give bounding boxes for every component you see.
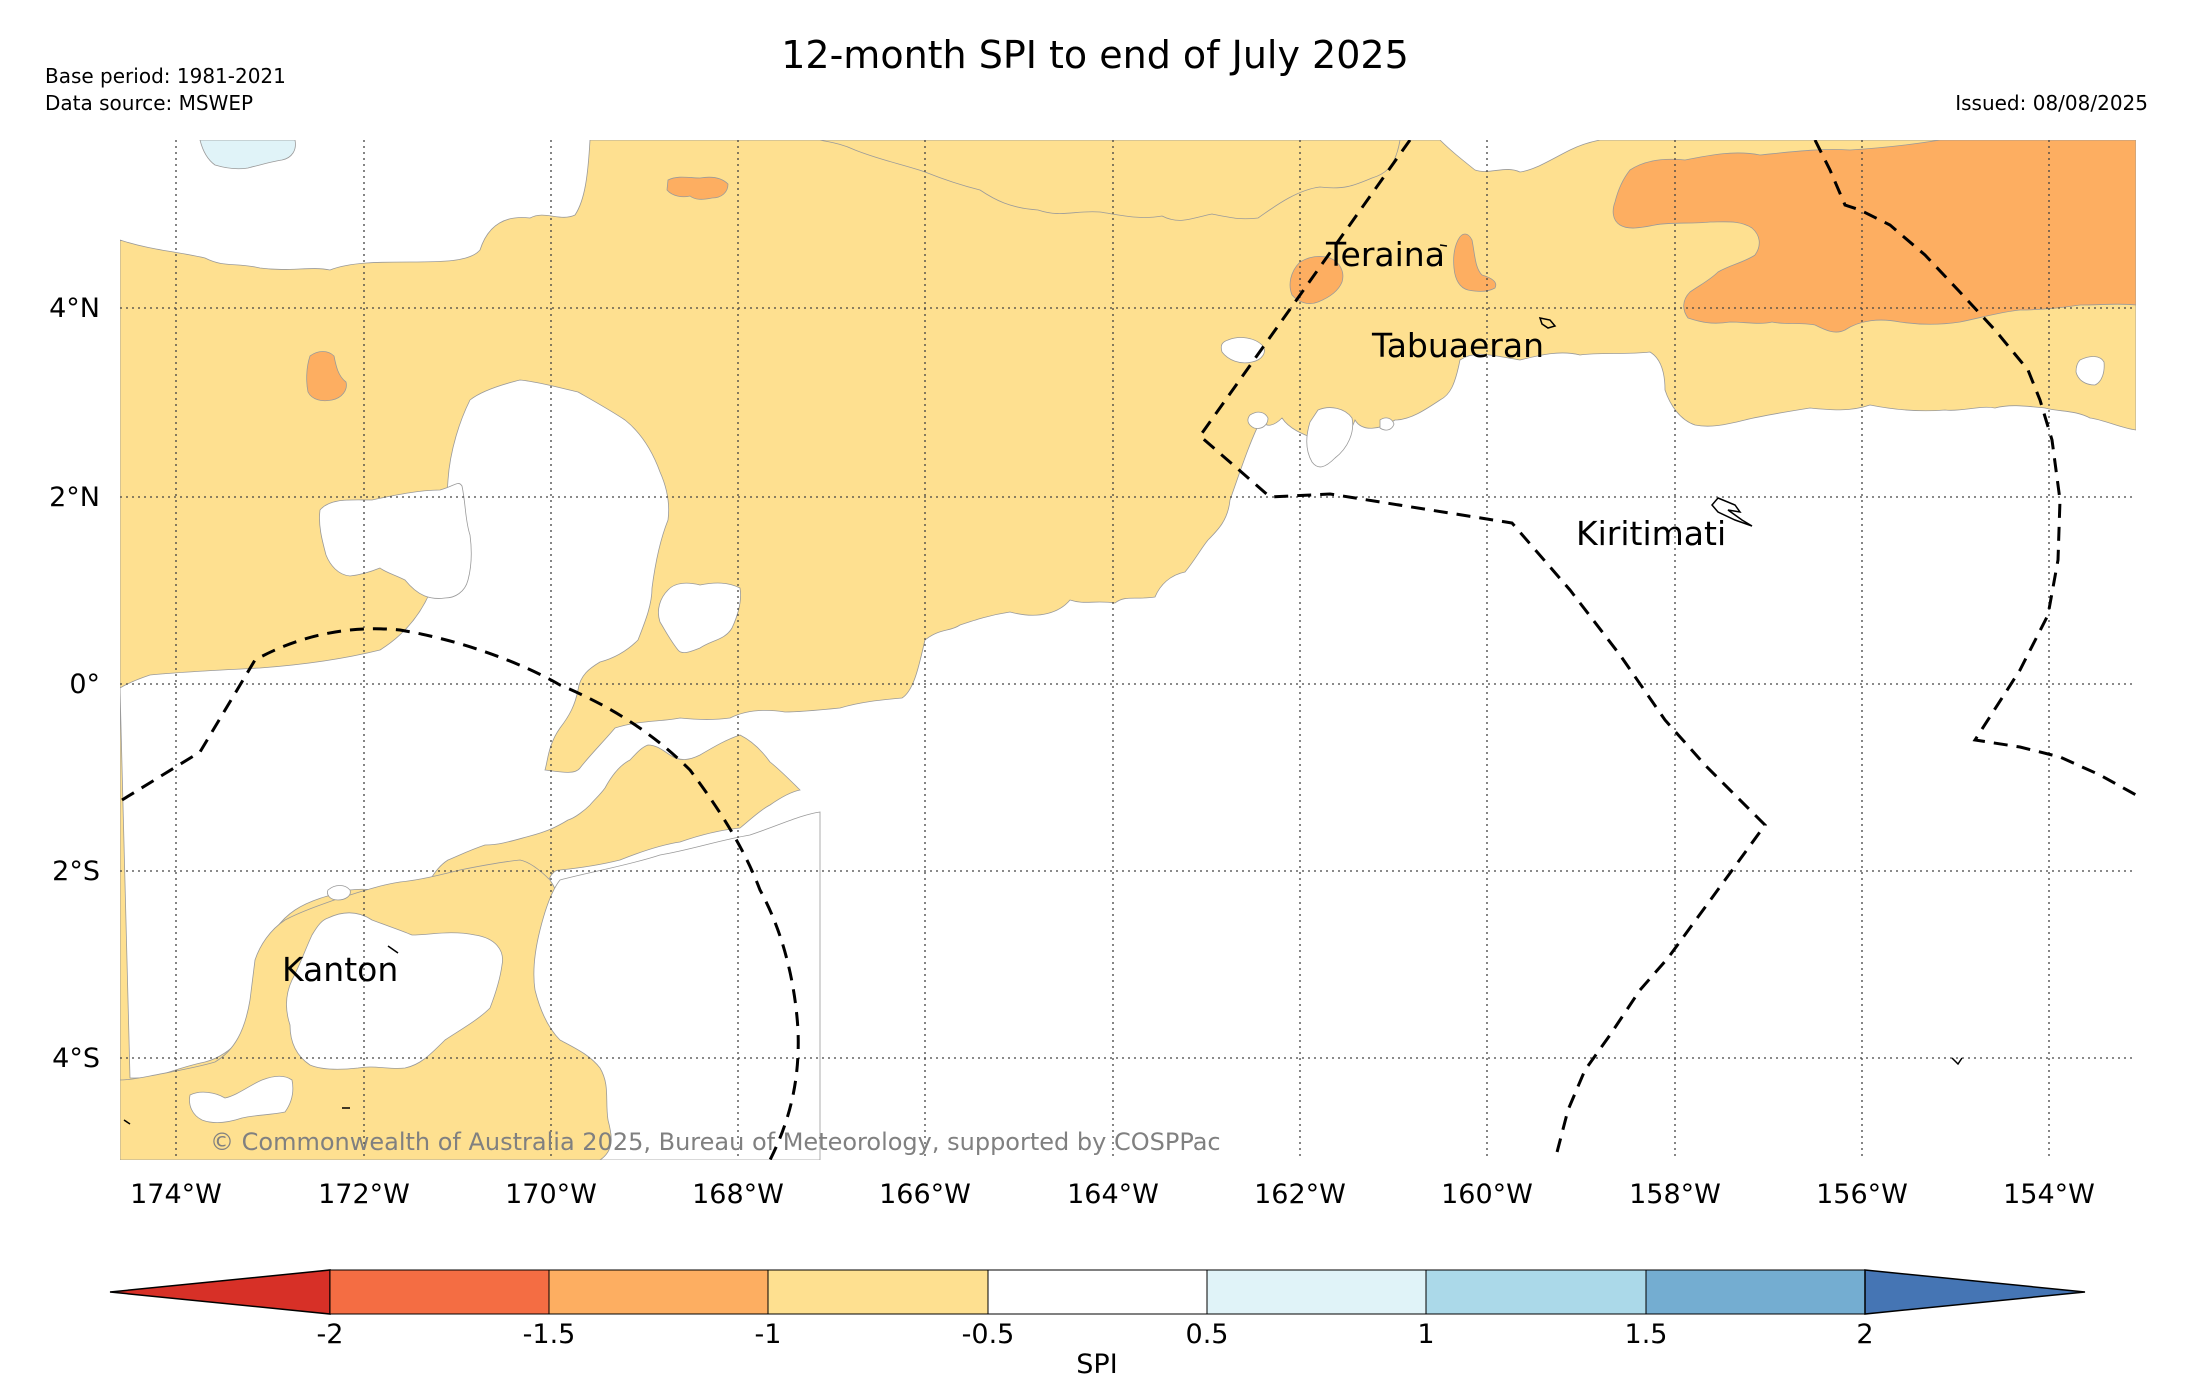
colorbar-tick-label: -2 bbox=[317, 1319, 344, 1350]
colorbar-segment bbox=[1206, 1269, 1427, 1315]
colorbar-segment bbox=[1645, 1269, 1866, 1315]
lon-tick-label: 162°W bbox=[1254, 1179, 1346, 1210]
lat-tick-label: 0° bbox=[69, 669, 100, 700]
lon-tick-label: 172°W bbox=[318, 1179, 410, 1210]
eez-boundary-line-east bbox=[1813, 140, 2136, 797]
normal-hole-kanton bbox=[286, 912, 503, 1070]
normal-hole-central bbox=[658, 582, 741, 654]
spi-severely-dry-patch-north-central bbox=[666, 176, 729, 200]
colorbar-tick-label: 2 bbox=[1856, 1319, 1873, 1350]
islands bbox=[123, 244, 1963, 1125]
eez-boundaries bbox=[121, 140, 2136, 1160]
lat-tick-label: 2°S bbox=[52, 856, 100, 887]
tabuaeran-island-outline bbox=[1538, 317, 1557, 329]
colorbar-extend-high bbox=[1864, 1269, 2086, 1315]
kiritimati-island-outline bbox=[1711, 497, 1753, 527]
normal-hole-small-1 bbox=[327, 885, 351, 901]
colorbar-segment bbox=[767, 1269, 989, 1315]
place-label-kiritimati: Kiritimati bbox=[1576, 514, 1726, 553]
teraina-island-outline bbox=[1439, 244, 1448, 247]
base-period-note: Base period: 1981-2021 bbox=[45, 64, 286, 88]
island-southeast bbox=[1951, 1057, 1963, 1066]
normal-hole-south-small bbox=[189, 1075, 294, 1124]
place-label-teraina: Teraina bbox=[1325, 235, 1445, 274]
lon-tick-label: 154°W bbox=[2003, 1179, 2095, 1210]
graticule bbox=[120, 140, 2136, 1160]
colorbar-tick-label: 1 bbox=[1417, 1319, 1434, 1350]
normal-hole-east-notches bbox=[1220, 337, 2105, 468]
eez-boundary-line-north-west bbox=[1197, 140, 1767, 1160]
colorbar-tick-label: -1.5 bbox=[523, 1319, 576, 1350]
colorbar-segment bbox=[1425, 1269, 1647, 1315]
colorbar-extend-low bbox=[109, 1269, 331, 1315]
data-source-note: Data source: MSWEP bbox=[45, 91, 253, 115]
colorbar-label: SPI bbox=[1076, 1349, 1117, 1380]
latitude-tick-labels: 4°N 2°N 0° 2°S 4°S bbox=[49, 293, 100, 1074]
lon-tick-label: 158°W bbox=[1629, 1179, 1721, 1210]
place-label-kanton: Kanton bbox=[282, 950, 398, 989]
lat-tick-label: 2°N bbox=[49, 482, 100, 513]
lat-tick-label: 4°S bbox=[52, 1043, 100, 1074]
spi-severely-dry-patch-east-teraina bbox=[1453, 233, 1497, 292]
spi-severely-dry-patch-west bbox=[306, 351, 347, 402]
place-label-tabuaeran: Tabuaeran bbox=[1371, 326, 1544, 365]
island-west-edge bbox=[123, 1119, 131, 1125]
kanton-island-outline bbox=[387, 945, 399, 954]
colorbar-tick-label: -0.5 bbox=[962, 1319, 1015, 1350]
lat-tick-label: 4°N bbox=[49, 293, 100, 324]
spi-severely-dry-patch-northeast bbox=[1612, 140, 2136, 333]
lon-tick-label: 156°W bbox=[1816, 1179, 1908, 1210]
spi-slightly-wet-patch bbox=[199, 140, 296, 170]
longitude-tick-labels: 174°W 172°W 170°W 168°W 166°W 164°W 162°… bbox=[130, 1179, 2095, 1210]
colorbar-segment bbox=[987, 1269, 1208, 1315]
colorbar: -2 -1.5 -1 -0.5 0.5 1 1.5 2 SPI bbox=[109, 1269, 2086, 1380]
normal-hole-upper-left bbox=[319, 483, 472, 599]
lon-tick-label: 166°W bbox=[879, 1179, 971, 1210]
colorbar-segment bbox=[329, 1269, 550, 1315]
lon-tick-label: 170°W bbox=[505, 1179, 597, 1210]
normal-hole-south-central bbox=[533, 811, 821, 1160]
issued-date: Issued: 08/08/2025 bbox=[1955, 91, 2148, 115]
lon-tick-label: 174°W bbox=[130, 1179, 222, 1210]
colorbar-segment bbox=[548, 1269, 769, 1315]
colorbar-tick-label: -1 bbox=[755, 1319, 782, 1350]
lon-tick-label: 168°W bbox=[692, 1179, 784, 1210]
copyright-credit: © Commonwealth of Australia 2025, Bureau… bbox=[210, 1128, 1221, 1156]
colorbar-tick-label: 0.5 bbox=[1186, 1319, 1229, 1350]
map-panel: Teraina Tabuaeran Kiritimati Kanton © Co… bbox=[120, 140, 2136, 1160]
lon-tick-label: 160°W bbox=[1441, 1179, 1533, 1210]
colorbar-tick-label: 1.5 bbox=[1625, 1319, 1668, 1350]
lon-tick-label: 164°W bbox=[1067, 1179, 1159, 1210]
map-title: 12-month SPI to end of July 2025 bbox=[781, 33, 1409, 77]
